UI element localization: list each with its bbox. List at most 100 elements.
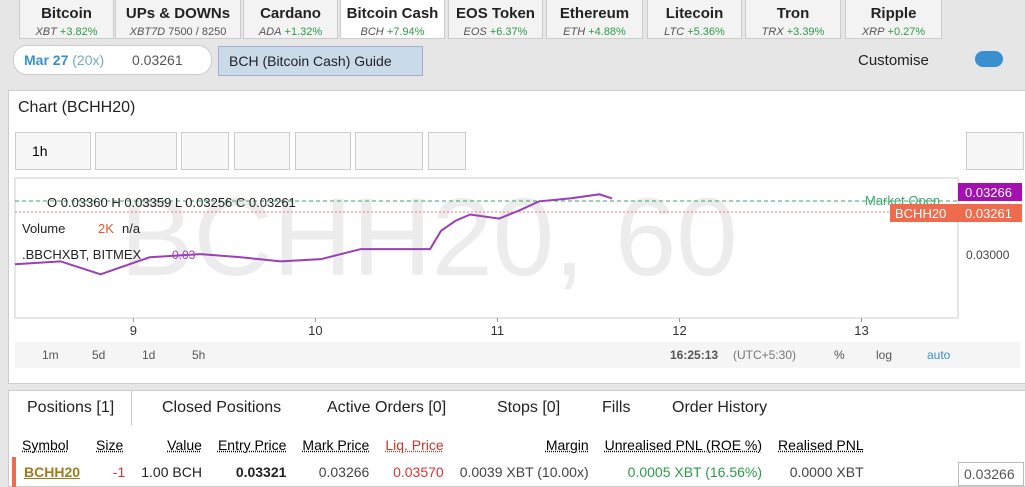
ticker-name: Tron xyxy=(776,5,810,22)
ticker-info: BCH +7.94% xyxy=(361,26,425,38)
ticker-change: +1.32% xyxy=(284,26,323,38)
ticker-change: +0.27% xyxy=(887,26,926,38)
ticker-change: +6.37% xyxy=(489,26,528,38)
ticker-change: +7.94% xyxy=(386,26,425,38)
ticker-change: +3.39% xyxy=(786,26,825,38)
compare[interactable] xyxy=(295,132,351,170)
range-bar xyxy=(15,342,1020,368)
positions-tab[interactable]: Positions [1] xyxy=(10,391,133,425)
ticker-tab[interactable]: EOS Token EOS +6.37% xyxy=(448,0,543,39)
ticker-name: EOS Token xyxy=(456,5,535,22)
range-button[interactable]: 1d xyxy=(142,348,155,362)
scale-option[interactable]: auto xyxy=(927,348,951,362)
study[interactable] xyxy=(428,132,466,170)
column-header: Margin xyxy=(545,437,589,453)
mark-symbol: BCHH20 xyxy=(895,206,946,221)
ticker-name: Cardano xyxy=(260,5,321,22)
ticker-tab[interactable]: Bitcoin XBT +3.82% xyxy=(19,0,114,39)
ticker-name: UPs & DOWNs xyxy=(125,5,231,22)
interval-button[interactable]: 1h xyxy=(15,132,91,170)
x-tick-label: 11 xyxy=(491,323,505,338)
ticker-info: LTC +5.36% xyxy=(664,26,725,38)
ticker-tab[interactable]: Tron TRX +3.39% xyxy=(745,0,841,39)
ticker-tab[interactable]: Bitcoin Cash BCH +7.94% xyxy=(340,0,445,39)
scale-option[interactable]: % xyxy=(834,348,845,362)
ticker-code: TRX xyxy=(761,26,784,38)
ticker-code: XRP xyxy=(861,26,885,38)
close-input[interactable]: 0.03266 xyxy=(958,462,1024,486)
ticker-tab[interactable]: UPs & DOWNs XBT7D 7500 / 8250 xyxy=(115,0,241,39)
price-axis-label: 0.03000 xyxy=(966,248,1010,262)
mark-tag xyxy=(890,204,1022,222)
time: 16:25:13 xyxy=(670,348,718,362)
price-line xyxy=(14,193,613,276)
positions-tab[interactable]: Stops [0] xyxy=(497,399,561,416)
column-header: Size xyxy=(96,437,124,453)
range-button[interactable]: 5d xyxy=(92,348,105,362)
x-tick-label: 12 xyxy=(672,323,686,338)
ticker-name: Bitcoin Cash xyxy=(346,5,439,22)
ticker-change: 7500 / 8250 xyxy=(168,26,227,38)
ticker-code: ETH xyxy=(563,26,586,38)
range-button[interactable]: 1m xyxy=(42,348,59,362)
ticker-change: +4.88% xyxy=(588,26,626,38)
column-header: Unrealised PNL (ROE %) xyxy=(604,437,763,453)
column-header: Symbol xyxy=(22,437,69,453)
ticker-info: XRP +0.27% xyxy=(862,26,925,38)
ticker-code: XBT xyxy=(35,26,57,38)
column-header: Value xyxy=(167,437,202,453)
volume-na: n/a xyxy=(122,221,141,236)
ticker-name: Bitcoin xyxy=(41,5,92,22)
positions-tab[interactable]: Closed Positions xyxy=(162,399,282,416)
toggle[interactable] xyxy=(975,51,1003,67)
guide-button[interactable]: BCH (Bitcoin Cash) Guide xyxy=(218,46,423,76)
ticker-code: EOS xyxy=(463,26,487,38)
mark-price: 0.03261 xyxy=(965,206,1012,221)
column-header: Mark Price xyxy=(302,437,370,453)
ticker-tab[interactable]: Ethereum ETH +4.88% xyxy=(546,0,643,39)
interval: 1h xyxy=(32,143,48,159)
cell: 0.03570 xyxy=(393,464,444,480)
customise[interactable]: Customise xyxy=(858,52,929,69)
chart-title: Chart (BCHH20) xyxy=(18,99,136,116)
ticker-info: ADA +1.32% xyxy=(259,26,322,38)
column-header: Realised PNL xyxy=(778,437,864,453)
last-tag xyxy=(958,183,1022,201)
positions-tab[interactable]: Order History xyxy=(672,399,768,416)
ticker-name: Litecoin xyxy=(665,5,724,22)
positions-table: Symbol Size Value Entry Price Mark Price Liq.… xyxy=(11,433,872,487)
guide-text: BCH (Bitcoin Cash) Guide xyxy=(229,53,392,69)
range-button[interactable]: 5h xyxy=(192,348,205,362)
indicators[interactable] xyxy=(234,132,290,170)
cell: 1.00 BCH xyxy=(141,464,202,480)
positions-tab[interactable]: Fills xyxy=(602,399,631,416)
scale-option[interactable]: log xyxy=(876,348,892,362)
ticker-code: BCH xyxy=(360,26,384,38)
volume-label: Volume xyxy=(22,221,65,236)
undo-redo[interactable] xyxy=(355,132,423,170)
chart-type[interactable] xyxy=(95,132,177,170)
ticker-info: TRX +3.39% xyxy=(762,26,825,38)
settings[interactable] xyxy=(181,132,229,170)
screenshot[interactable] xyxy=(966,132,1024,170)
ticker-name: Ethereum xyxy=(559,5,630,22)
ticker-code: ADA xyxy=(258,26,282,38)
price: 0.03261 xyxy=(132,52,183,68)
contract-pill[interactable]: Mar 27 (20x) 0.03261 xyxy=(13,45,212,75)
ticker-tab[interactable]: Litecoin LTC +5.36% xyxy=(647,0,742,39)
ticker-name: Ripple xyxy=(870,5,917,22)
leverage: (20x) xyxy=(72,52,105,68)
cell: 0.0039 XBT (10.00x) xyxy=(459,464,589,480)
ticker-info: XBT7D 7500 / 8250 xyxy=(130,26,227,38)
positions-tab[interactable]: Active Orders [0] xyxy=(327,399,447,416)
ticker-tab[interactable]: Ripple XRP +0.27% xyxy=(845,0,942,39)
cell: -1 xyxy=(112,464,126,480)
volume-value: 2K xyxy=(98,221,114,236)
ticker-info: XBT +3.82% xyxy=(35,26,97,38)
ticker-tab[interactable]: Cardano ADA +1.32% xyxy=(243,0,338,39)
column-header: Entry Price xyxy=(217,437,287,453)
ohlc-legend: O 0.03360 H 0.03359 L 0.03256 C 0.03261 xyxy=(47,195,296,210)
x-tick-label: 13 xyxy=(854,323,868,338)
